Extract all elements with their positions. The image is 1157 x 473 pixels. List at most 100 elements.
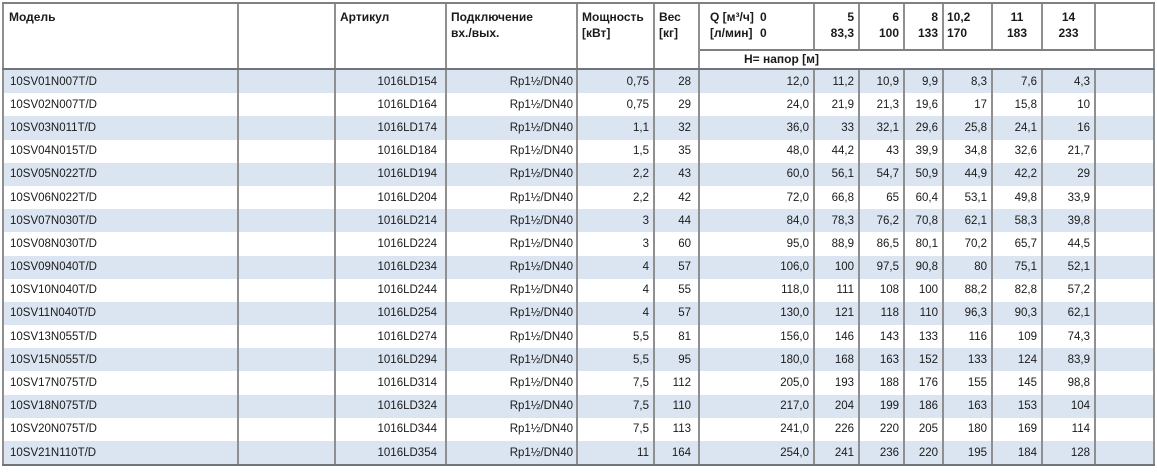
head-value-cell: 118,0	[700, 278, 815, 302]
table-row: 10SV01N007T/D 1016LD154 Rp1½/DN40 0,75 28 12,…	[2, 70, 1155, 94]
head-value-cell: 82,8	[993, 278, 1043, 302]
connection-cell: Rp1½/DN40	[447, 417, 578, 441]
head-value-cell: 109	[993, 325, 1043, 349]
head-value-cell: 180	[944, 417, 993, 441]
head-value-cell: 39,9	[905, 139, 944, 163]
table-row: 10SV05N022T/D 1016LD194 Rp1½/DN40 2,2 43 60,0…	[2, 162, 1155, 186]
head-value-cell: 15,8	[993, 93, 1043, 117]
flow-column-header: 8 133	[905, 4, 944, 49]
head-value-cell: 155	[944, 371, 993, 395]
head-value-cell: 70,8	[905, 209, 944, 233]
model-cell: 10SV06N022T/D	[2, 185, 239, 210]
head-value-cell: 44,5	[1043, 232, 1096, 256]
table-row: 10SV08N030T/D 1016LD224 Rp1½/DN40 3 60 95,0 88…	[2, 232, 1155, 256]
head-value-cell: 88,9	[815, 232, 860, 256]
article-cell: 1016LD194	[336, 162, 447, 186]
head-value-cell: 100	[905, 278, 944, 302]
head-value-cell: 33,9	[1043, 185, 1096, 210]
table-header: Модель Артикул Подключение вх./вых. Мощн…	[2, 2, 1155, 70]
power-cell: 4	[578, 255, 655, 279]
article-cell: 1016LD274	[336, 325, 447, 349]
head-value-cell: 21,7	[1043, 139, 1096, 163]
weight-cell: 35	[655, 139, 700, 163]
empty-cell	[239, 139, 336, 163]
head-value-cell: 19,6	[905, 93, 944, 117]
head-value-cell: 205	[905, 417, 944, 441]
table-row: 10SV03N011T/D 1016LD174 Rp1½/DN40 1,1 32 36,0…	[2, 116, 1155, 140]
article-cell: 1016LD204	[336, 185, 447, 210]
head-value-cell: 186	[905, 394, 944, 418]
empty-cell	[239, 394, 336, 418]
head-value-cell: 60,4	[905, 185, 944, 210]
model-cell: 10SV03N011T/D	[2, 116, 239, 140]
table-row: 10SV04N015T/D 1016LD184 Rp1½/DN40 1,5 35 48,0…	[2, 139, 1155, 163]
head-value-cell: 104	[1043, 394, 1096, 418]
head-value-cell: 42,2	[993, 162, 1043, 186]
head-value-cell: 36,0	[700, 116, 815, 140]
model-cell: 10SV17N075T/D	[2, 371, 239, 395]
head-value-cell: 7,6	[993, 70, 1043, 94]
trailing-empty-cell	[1096, 441, 1155, 465]
connection-cell: Rp1½/DN40	[447, 70, 578, 94]
power-cell: 0,75	[578, 70, 655, 94]
trailing-empty-cell	[1096, 278, 1155, 302]
connection-cell: Rp1½/DN40	[447, 255, 578, 279]
head-value-cell: 241	[815, 441, 860, 465]
article-cell: 1016LD224	[336, 232, 447, 256]
empty-cell	[239, 255, 336, 279]
head-value-cell: 44,2	[815, 139, 860, 163]
empty-cell	[239, 278, 336, 302]
head-value-cell: 116	[944, 325, 993, 349]
head-value-cell: 29	[1043, 162, 1096, 186]
weight-cell: 43	[655, 162, 700, 186]
flow-column-header: 10,2 170	[944, 4, 993, 49]
model-cell: 10SV21N110T/D	[2, 441, 239, 465]
empty-cell	[239, 441, 336, 465]
head-value-cell: 156,0	[700, 325, 815, 349]
head-value-cell: 217,0	[700, 394, 815, 418]
head-value-cell: 12,0	[700, 70, 815, 94]
power-cell: 4	[578, 301, 655, 326]
head-value-cell: 50,9	[905, 162, 944, 186]
table-body: 10SV01N007T/D 1016LD154 Rp1½/DN40 0,75 28 12,…	[2, 70, 1155, 467]
trailing-empty-cell	[1096, 301, 1155, 326]
table-row: 10SV20N075T/D 1016LD344 Rp1½/DN40 7,5 113 241…	[2, 417, 1155, 441]
head-value-cell: 100	[815, 255, 860, 279]
head-value-cell: 163	[944, 394, 993, 418]
power-cell: 4	[578, 278, 655, 302]
connection-cell: Rp1½/DN40	[447, 325, 578, 349]
table-row: 10SV09N040T/D 1016LD234 Rp1½/DN40 4 57 106,0 1…	[2, 255, 1155, 279]
head-value-cell: 146	[815, 325, 860, 349]
head-value-cell: 180,0	[700, 348, 815, 372]
head-value-cell: 24,0	[700, 93, 815, 117]
empty-cell	[239, 301, 336, 326]
weight-cell: 110	[655, 394, 700, 418]
table-row: 10SV06N022T/D 1016LD204 Rp1½/DN40 2,2 42 72,0…	[2, 185, 1155, 210]
column-header-trailing-empty	[1096, 4, 1155, 49]
power-cell: 7,5	[578, 394, 655, 418]
head-value-cell: 121	[815, 301, 860, 326]
head-value-cell: 17	[944, 93, 993, 117]
head-value-cell: 188	[860, 371, 905, 395]
head-value-cell: 83,9	[1043, 348, 1096, 372]
power-cell: 5,5	[578, 325, 655, 349]
head-value-cell: 168	[815, 348, 860, 372]
column-header-connection: Подключение вх./вых.	[447, 4, 578, 68]
head-value-cell: 53,1	[944, 185, 993, 210]
head-value-cell: 205,0	[700, 371, 815, 395]
head-value-cell: 95,0	[700, 232, 815, 256]
head-value-cell: 193	[815, 371, 860, 395]
empty-cell	[239, 348, 336, 372]
connection-cell: Rp1½/DN40	[447, 116, 578, 140]
column-header-model-label: Модель	[9, 10, 56, 24]
head-value-cell: 169	[993, 417, 1043, 441]
head-value-cell: 241,0	[700, 417, 815, 441]
connection-cell: Rp1½/DN40	[447, 301, 578, 326]
connection-cell: Rp1½/DN40	[447, 278, 578, 302]
empty-cell	[239, 232, 336, 256]
column-header-article: Артикул	[336, 4, 447, 68]
model-cell: 10SV11N040T/D	[2, 301, 239, 326]
table-row: 10SV17N075T/D 1016LD314 Rp1½/DN40 7,5 112 205…	[2, 371, 1155, 395]
head-value-cell: 145	[993, 371, 1043, 395]
trailing-empty-cell	[1096, 93, 1155, 117]
